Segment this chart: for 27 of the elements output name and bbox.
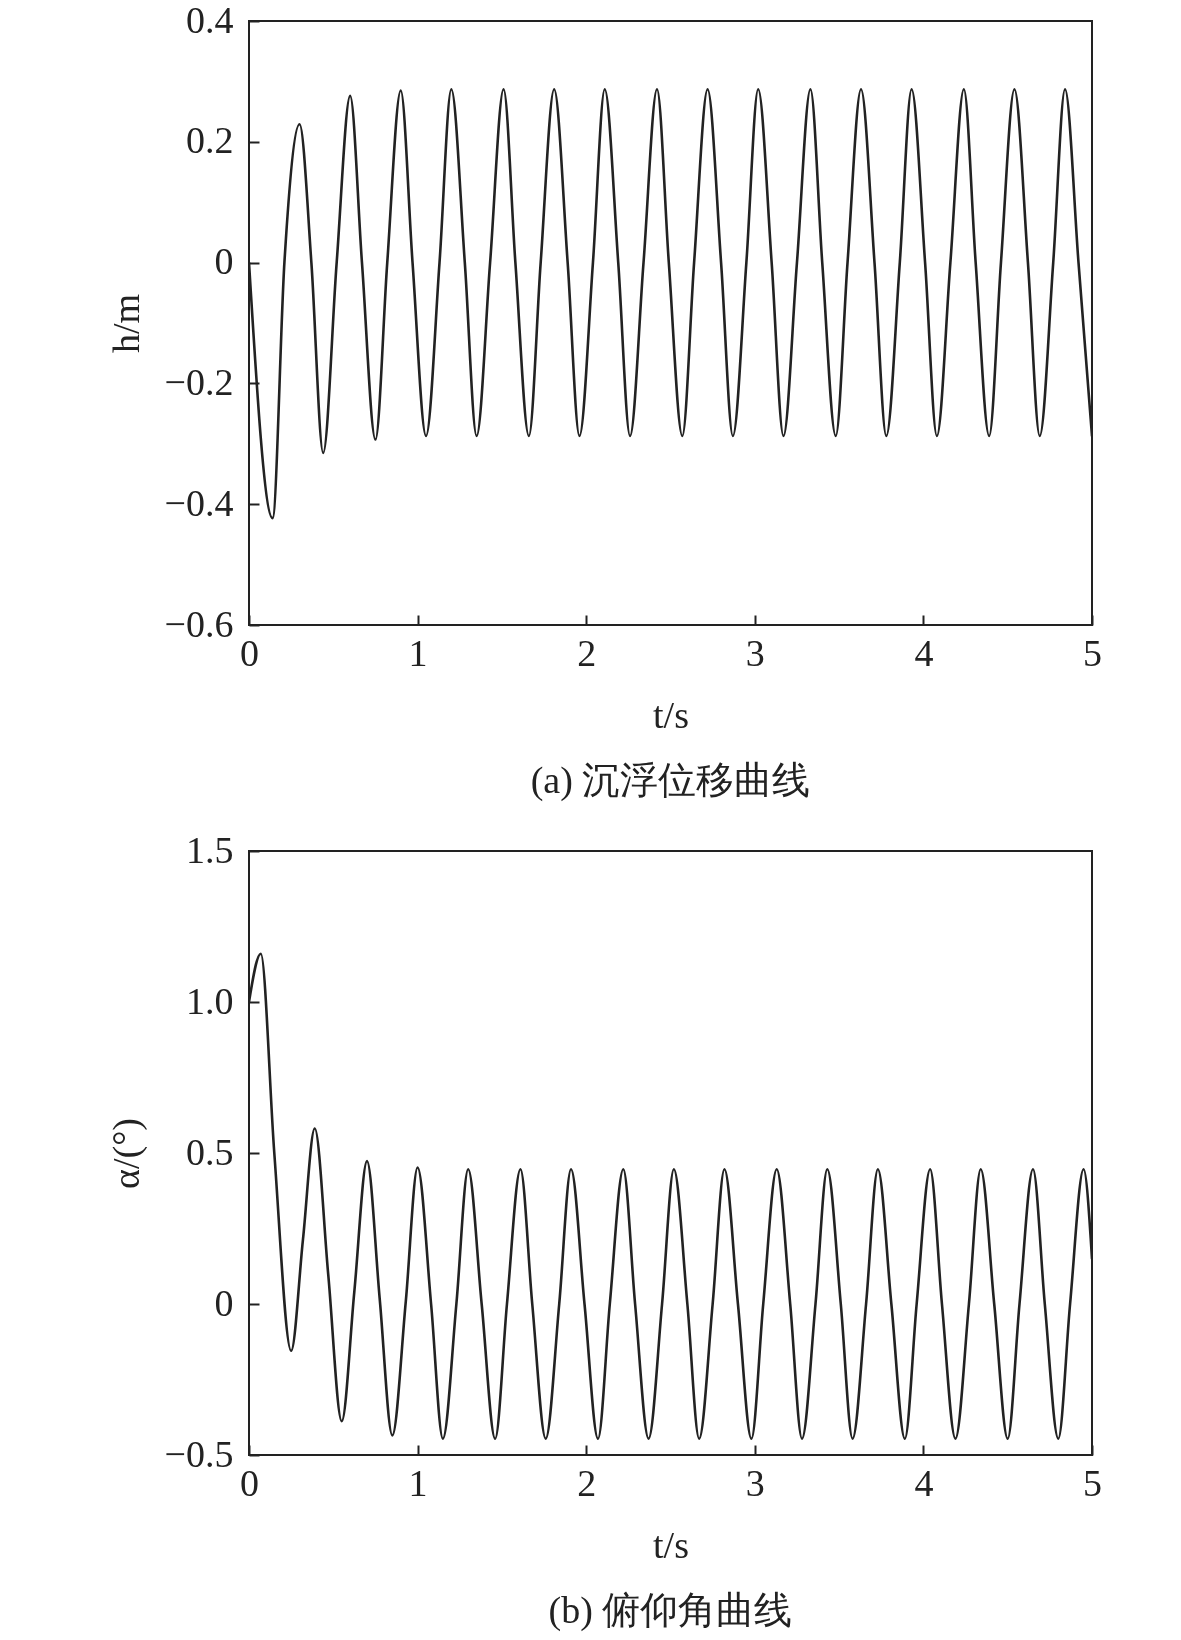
y-axis-title: h/m xyxy=(104,293,147,354)
x-tick-label: 1 xyxy=(408,631,428,674)
text: (a) 沉浮位移曲线 xyxy=(530,759,811,802)
y-tick-label: 1.0 xyxy=(186,979,234,1022)
x-tick-label: 4 xyxy=(914,631,934,674)
y-tick-label: 0.2 xyxy=(186,119,234,162)
x-tick-label: 1 xyxy=(408,1461,428,1504)
y-tick-label: 0.5 xyxy=(186,1130,234,1173)
x-tick-label: 5 xyxy=(1083,1461,1102,1504)
y-tick-label: 0.4 xyxy=(186,0,234,41)
y-axis-title: α/(°) xyxy=(104,1118,148,1189)
text: (b) 俯仰角曲线 xyxy=(548,1589,793,1632)
y-tick-label: −0.5 xyxy=(164,1432,234,1475)
y-tick-label: −0.2 xyxy=(164,360,234,403)
y-tick-label: −0.6 xyxy=(164,602,234,645)
x-tick-label: 3 xyxy=(745,631,765,674)
y-tick-label: −0.4 xyxy=(164,481,234,524)
x-tick-label: 2 xyxy=(577,631,597,674)
x-tick-label: 3 xyxy=(745,1461,765,1504)
y-tick-label: 1.5 xyxy=(186,828,234,871)
x-axis-title: t/s xyxy=(653,1523,689,1566)
x-tick-label: 4 xyxy=(914,1461,934,1504)
x-tick-label: 5 xyxy=(1083,631,1102,674)
x-axis-title: t/s xyxy=(653,693,689,736)
x-tick-label: 2 xyxy=(577,1461,597,1504)
y-tick-label: 0 xyxy=(214,1281,234,1324)
y-tick-label: 0 xyxy=(214,240,234,283)
